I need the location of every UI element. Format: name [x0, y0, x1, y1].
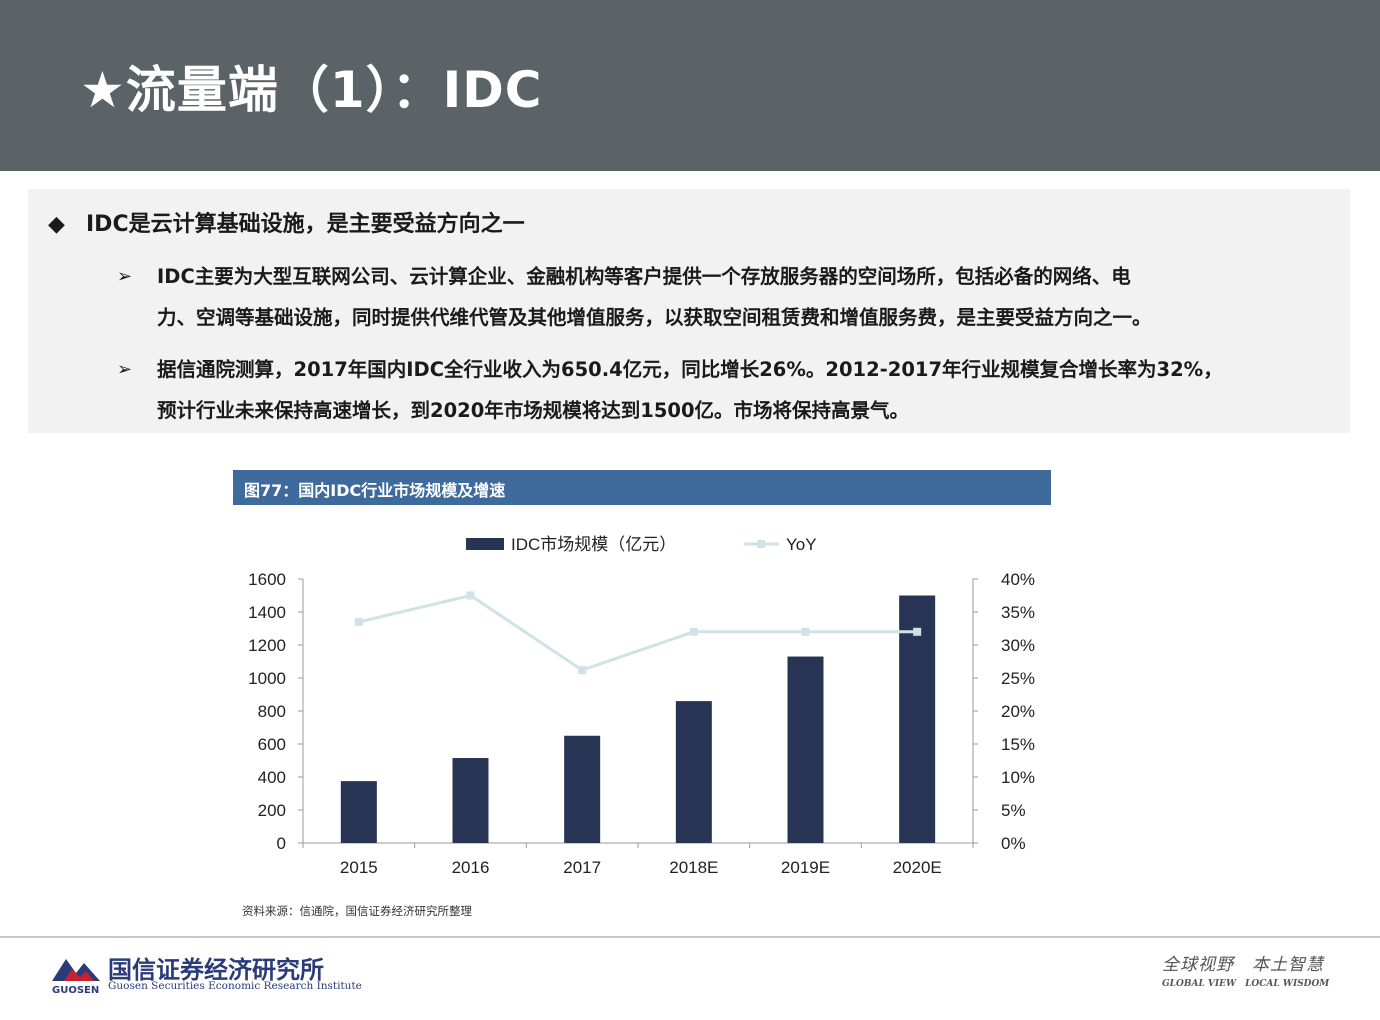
- y-tick-label-left: 1000: [248, 669, 286, 688]
- x-tick-label: 2020E: [893, 858, 942, 877]
- yoy-point-2015: [354, 617, 363, 626]
- sub-bullet-2-line2: 预计行业未来保持高速增长，到2020年市场规模将达到1500亿。市场将保持高景气…: [157, 399, 910, 422]
- sub-bullet-2: ➢ 据信通院测算，2017年国内IDC全行业收入为650.4亿元，同比增长26%…: [117, 349, 1337, 431]
- sub-bullet-1: ➢ IDC主要为大型互联网公司、云计算企业、金融机构等客户提供一个存放服务器的空…: [117, 256, 1337, 338]
- y-tick-label-left: 1400: [248, 603, 286, 622]
- source-note: 资料来源：信通院，国信证券经济研究所整理: [242, 904, 472, 918]
- legend-swatch-marker: [757, 540, 765, 548]
- logo-word: GUOSEN: [52, 985, 100, 996]
- x-tick-label: 2015: [340, 858, 378, 877]
- legend-label-bar: IDC市场规模（亿元）: [511, 535, 676, 554]
- bar-2015: [340, 781, 377, 843]
- arrow-bullet-icon: ➢: [117, 266, 133, 287]
- bullets-panel: [28, 189, 1350, 433]
- y-tick-label-left: 1200: [248, 636, 286, 655]
- figure-title: 图77：国内IDC行业市场规模及增速: [244, 481, 506, 500]
- slogan-cn: 全球视野 本土智慧: [1162, 955, 1324, 975]
- diamond-icon: ◆: [48, 212, 65, 237]
- company-name-cn: 国信证券经济研究所: [108, 955, 324, 984]
- sub-bullet-2-line1: 据信通院测算，2017年国内IDC全行业收入为650.4亿元，同比增长26%。2…: [157, 358, 1223, 381]
- y-tick-label-left: 200: [258, 801, 286, 820]
- yoy-point-2016: [466, 591, 475, 600]
- bar-2019E: [787, 656, 824, 843]
- idc-market-chart: 0 200 400 600 800 1000 1200 1400 1600 0% 5% 10% 15% 2…: [248, 535, 1035, 877]
- y-tick-label-right: 5%: [1001, 801, 1026, 820]
- bar-2020E: [899, 595, 936, 843]
- arrow-bullet-icon: ➢: [117, 359, 133, 380]
- x-tick-label: 2016: [452, 858, 490, 877]
- y-tick-label-left: 400: [258, 768, 286, 787]
- sub-bullet-1-line1: IDC主要为大型互联网公司、云计算企业、金融机构等客户提供一个存放服务器的空间场…: [157, 265, 1131, 288]
- bar-2018E: [675, 701, 712, 843]
- yoy-line: [358, 593, 918, 672]
- figure-title-bar: 图77：国内IDC行业市场规模及增速: [233, 470, 1051, 505]
- bar-2017: [564, 735, 601, 843]
- footer-divider: [0, 936, 1380, 938]
- legend-swatch-bar: [466, 538, 504, 550]
- sub-bullet-1-line2: 力、空调等基础设施，同时提供代维代管及其他增值服务，以获取空间租赁费和增值服务费…: [157, 306, 1152, 329]
- yoy-point-2019E: [801, 627, 810, 636]
- y-tick-label-right: 15%: [1001, 735, 1035, 754]
- yoy-point-2020E: [913, 627, 922, 636]
- guosen-logo-icon: [52, 959, 100, 981]
- company-name-en: Guosen Securities Economic Research Inst…: [108, 980, 362, 992]
- x-tick-label: 2017: [563, 858, 601, 877]
- yoy-point-2018E: [689, 627, 698, 636]
- page-title: ★流量端（1）：IDC: [80, 61, 543, 119]
- y-tick-label-right: 10%: [1001, 768, 1035, 787]
- y-tick-label-right: 30%: [1001, 636, 1035, 655]
- x-tick-label: 2018E: [669, 858, 718, 877]
- bar-2016: [452, 758, 489, 843]
- y-tick-label-left: 0: [277, 834, 286, 853]
- legend-label-line: YoY: [786, 535, 817, 554]
- x-tick-label: 2019E: [781, 858, 830, 877]
- y-tick-label-left: 600: [258, 735, 286, 754]
- slogan-en: GLOBAL VIEW LOCAL WISDOM: [1162, 979, 1330, 989]
- y-tick-label-left: 800: [258, 702, 286, 721]
- y-tick-label-right: 35%: [1001, 603, 1035, 622]
- y-tick-label-left: 1600: [248, 570, 286, 589]
- y-tick-label-right: 0%: [1001, 834, 1026, 853]
- y-tick-label-right: 20%: [1001, 702, 1035, 721]
- title-banner: ★流量端（1）：IDC: [0, 0, 1380, 171]
- y-tick-label-right: 40%: [1001, 570, 1035, 589]
- main-bullet: ◆ IDC是云计算基础设施，是主要受益方向之一: [48, 206, 525, 238]
- y-tick-label-right: 25%: [1001, 669, 1035, 688]
- main-bullet-text: IDC是云计算基础设施，是主要受益方向之一: [86, 212, 525, 237]
- yoy-point-2017: [578, 666, 587, 675]
